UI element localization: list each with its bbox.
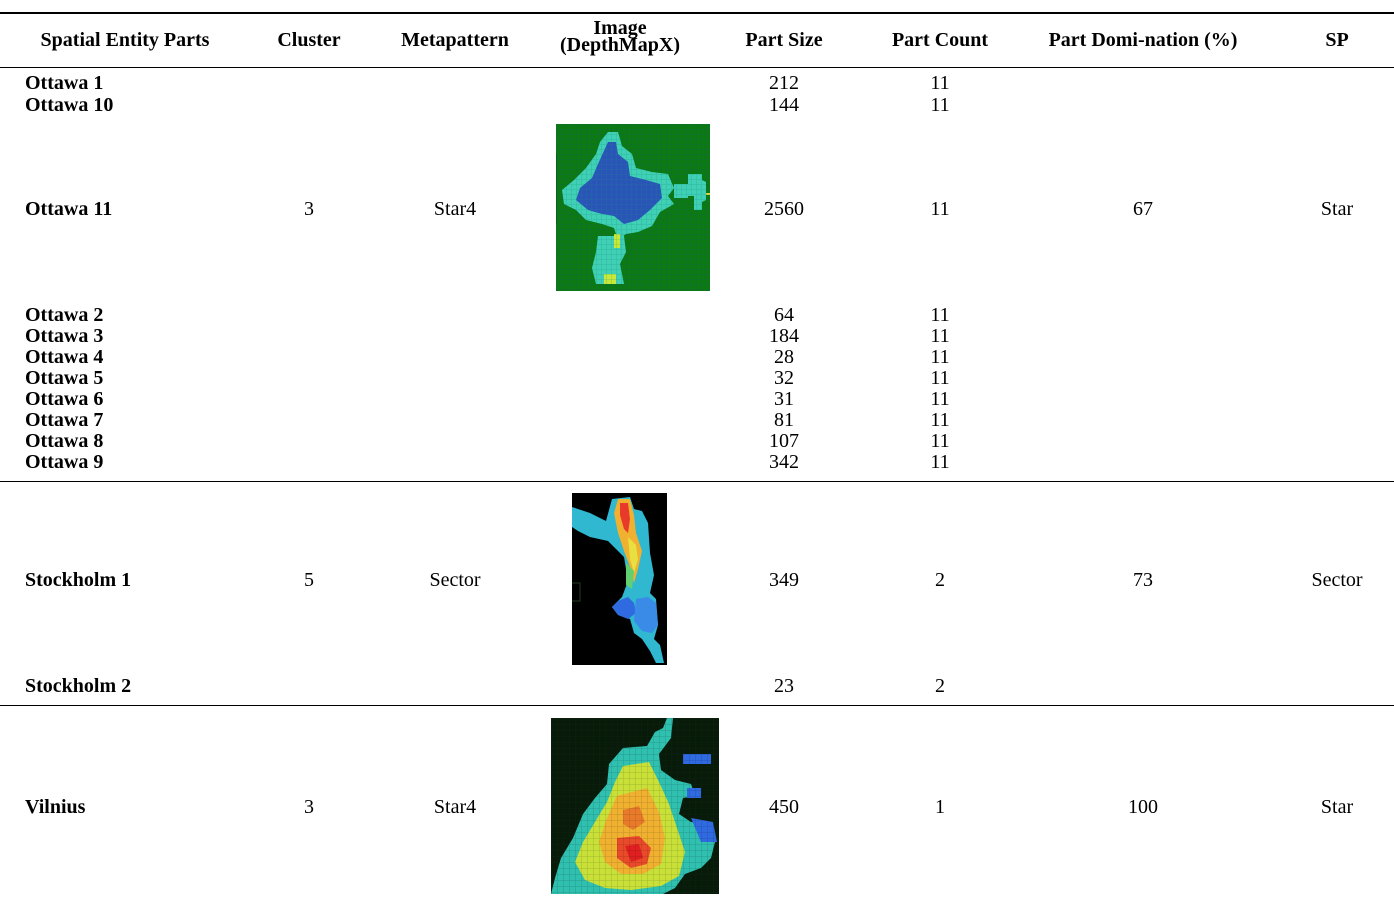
row-name: Ottawa 3 [25,325,104,347]
row-count: 2 [935,569,945,591]
cluster-value: 5 [304,569,314,591]
top-rule [0,12,1394,14]
depthmap-image-ottawa [556,124,710,291]
row-size: 349 [769,569,799,591]
sp-value: Sector [1311,569,1363,591]
row-count: 11 [930,346,950,368]
header-metapattern: Metapattern [401,29,509,51]
sp-value: Star [1320,796,1354,818]
depthmap-image-vilnius [551,718,719,894]
row-size: 107 [769,430,799,452]
row-size: 23 [774,675,794,697]
metapattern-value: Star4 [433,198,477,220]
group-divider [0,705,1394,706]
row-count: 11 [930,325,950,347]
row-name: Ottawa 1 [25,72,104,94]
row-size: 31 [774,388,794,410]
row-name: Ottawa 11 [25,198,113,220]
row-count: 11 [930,430,950,452]
header-parts: Spatial Entity Parts [40,29,210,51]
header-cluster: Cluster [277,29,341,51]
row-size: 2560 [764,198,804,220]
header-image-line1: Image [593,17,647,39]
row-name: Ottawa 10 [25,94,114,116]
row-name: Ottawa 2 [25,304,104,326]
metapattern-value: Sector [429,569,481,591]
row-count: 1 [935,796,945,818]
row-name: Stockholm 2 [25,675,132,697]
row-count: 11 [930,388,950,410]
row-size: 32 [774,367,794,389]
row-count: 11 [930,409,950,431]
row-count: 11 [930,72,950,94]
row-count: 11 [930,304,950,326]
metapattern-value: Star4 [433,796,477,818]
row-size: 450 [769,796,799,818]
header-image: Image (DepthMapX) [560,17,680,56]
row-name: Ottawa 6 [25,388,104,410]
domination-value: 100 [1128,796,1158,818]
header-sp: SP [1325,29,1349,51]
row-name: Ottawa 8 [25,430,104,452]
domination-value: 67 [1133,198,1153,220]
row-size: 81 [774,409,794,431]
row-count: 11 [930,367,950,389]
cluster-value: 3 [304,796,314,818]
group-divider [0,481,1394,482]
cluster-value: 3 [304,198,314,220]
header-image-line2: (DepthMapX) [560,34,680,56]
row-count: 11 [930,198,950,220]
row-name: Ottawa 9 [25,451,104,473]
domination-value: 73 [1133,569,1153,591]
row-size: 212 [769,72,799,94]
row-name: Ottawa 4 [25,346,104,368]
sp-value: Star [1320,198,1354,220]
row-size: 184 [769,325,799,347]
header-count: Part Count [891,29,989,51]
row-name: Stockholm 1 [25,569,132,591]
row-count: 11 [930,94,950,116]
row-size: 144 [769,94,799,116]
row-size: 342 [769,451,799,473]
row-size: 64 [774,304,794,326]
row-count: 11 [930,451,950,473]
header-rule [0,67,1394,68]
row-name: Vilnius [25,796,86,818]
header-domination: Part Domi-nation (%) [1048,29,1238,51]
row-name: Ottawa 7 [25,409,104,431]
depthmap-image-stockholm [572,493,667,665]
row-count: 2 [935,675,945,697]
header-size: Part Size [745,29,823,51]
row-name: Ottawa 5 [25,367,104,389]
row-size: 28 [774,346,794,368]
